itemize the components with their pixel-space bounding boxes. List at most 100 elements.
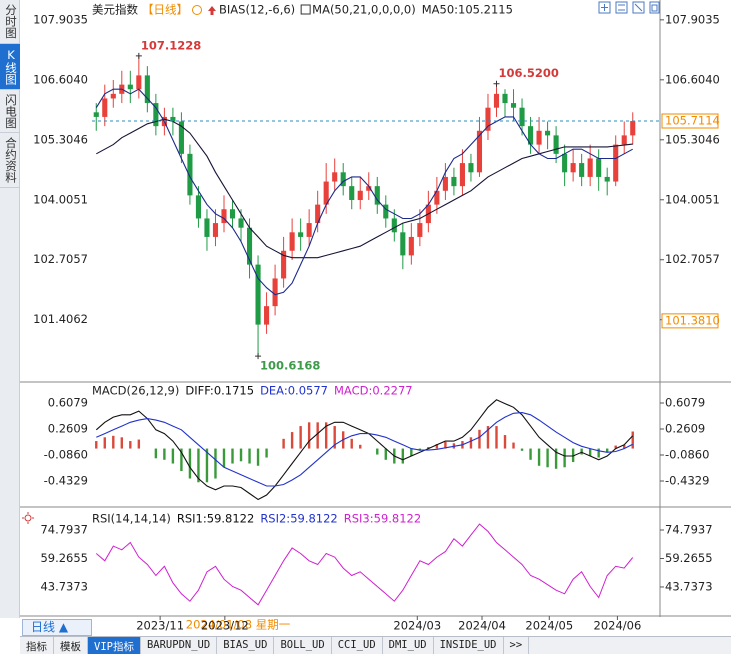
y-tick-label-left: 102.7057: [33, 252, 88, 266]
candle-body: [170, 116, 176, 122]
annotation-cross: [493, 80, 500, 87]
candle-body: [340, 172, 346, 187]
candle-body: [570, 163, 576, 173]
period-button[interactable]: 日线 ▲: [22, 619, 92, 636]
tab[interactable]: VIP指标: [88, 637, 141, 654]
legend-name: DIFF:: [185, 384, 213, 398]
candle-body: [579, 163, 585, 177]
y-tick-label-right: 0.6079: [665, 395, 705, 409]
side-tab[interactable]: K线图: [0, 43, 22, 90]
icon[interactable]: [649, 1, 660, 14]
tab[interactable]: CCI_UD: [332, 637, 383, 654]
title: 美元指数: [92, 3, 138, 17]
candle-body: [195, 195, 201, 219]
tab[interactable]: DMI_UD: [383, 637, 434, 654]
candle-body: [315, 204, 321, 224]
ma-value: 105.2115: [458, 3, 513, 17]
candle-body: [536, 130, 542, 145]
legend-name: RSI2:: [260, 512, 290, 526]
y-tick-label-left: 59.2655: [40, 551, 88, 565]
tab[interactable]: 模板: [54, 637, 88, 654]
legend-name: DEA:: [260, 384, 288, 398]
y-tick-label-left: 0.6079: [48, 395, 88, 409]
candle-body: [596, 158, 602, 177]
candle-body: [281, 250, 287, 279]
candle-body: [621, 135, 627, 145]
candle-body: [110, 93, 116, 99]
candle-body: [545, 130, 551, 136]
candle-body: [238, 218, 244, 228]
x-tick-label: 2024/05: [525, 619, 573, 633]
y-tick-label-right: 43.7373: [665, 579, 713, 593]
candle-body: [144, 75, 150, 104]
candle-body: [204, 218, 210, 237]
y-tick-label-right: 102.7057: [665, 252, 720, 266]
candle-body: [604, 176, 610, 182]
rsi-line: [95, 523, 634, 606]
y-tick-label-right: 59.2655: [665, 551, 713, 565]
y-tick-label-left: -0.4329: [44, 473, 88, 487]
candle-body: [553, 135, 559, 154]
macd-line: [95, 399, 634, 501]
macd-line: [96, 412, 633, 487]
candle-body: [383, 204, 389, 219]
candle-body: [357, 190, 363, 200]
indicator: BIAS(12,-6,6): [219, 3, 295, 17]
candle-body: [510, 103, 517, 108]
side-tab[interactable]: 闪电图: [0, 90, 22, 133]
side-tab[interactable]: 合约资料: [0, 133, 22, 188]
candle-body: [323, 181, 329, 205]
toolbar-icons: [598, 1, 660, 14]
rsi-icon: [22, 512, 34, 524]
icon[interactable]: [632, 1, 645, 14]
y-tick-label-right: -0.0860: [665, 447, 709, 461]
y-tick-label-right: 0.2609: [665, 421, 705, 435]
candle-body: [468, 163, 474, 173]
tab[interactable]: >>: [504, 637, 530, 654]
icon[interactable]: [615, 1, 628, 14]
legend-value: 59.8122: [207, 512, 255, 526]
icon[interactable]: [598, 1, 611, 14]
candle-body: [417, 223, 423, 237]
candle-body: [187, 153, 193, 196]
candle-body: [221, 209, 227, 224]
y-tick-label-right: 107.9035: [665, 12, 720, 26]
y-tick-label-left: 106.6040: [33, 72, 88, 86]
candle-body: [613, 144, 619, 182]
x-tick-label: 2024/03: [393, 619, 441, 633]
tab[interactable]: BOLL_UD: [274, 637, 332, 654]
candle-body: [400, 232, 406, 256]
x-tick-label: 2024/04: [458, 619, 506, 633]
tab[interactable]: BARUPDN_UD: [141, 637, 218, 654]
legend-title: RSI(14,14,14): [92, 512, 171, 526]
y-tick-label-right: -0.4329: [665, 473, 709, 487]
candle-body: [391, 218, 397, 233]
tab[interactable]: BIAS_UD: [217, 637, 275, 654]
candle-body: [562, 153, 568, 173]
candle-body: [272, 278, 278, 307]
side-tab[interactable]: 分时图: [0, 0, 22, 44]
candle-body: [451, 176, 457, 187]
candle-body: [502, 93, 508, 104]
y-tick-label-right: 104.0051: [665, 192, 720, 206]
y-tick-label-right: 74.7937: [665, 522, 713, 536]
tab[interactable]: 指标: [20, 637, 54, 654]
moving-average: [95, 88, 633, 296]
candle-body: [630, 121, 636, 136]
candle-body: [528, 126, 534, 145]
tab[interactable]: INSIDE_UD: [434, 637, 504, 654]
candle-body: [459, 163, 465, 187]
candle-body: [434, 190, 440, 205]
annotation: 100.6168: [260, 359, 320, 373]
y-tick-label-left: 74.7937: [40, 522, 88, 536]
legend-name: MACD:: [334, 384, 372, 398]
add-icon: [192, 5, 202, 15]
ma-legend: MA(50,21,0,0,0,0): [312, 3, 416, 17]
ma-name: MA50:: [422, 3, 458, 17]
y-tick-label-left: -0.0860: [44, 447, 88, 461]
candle-body: [442, 176, 448, 191]
candle-body: [229, 209, 236, 219]
ma-icon: [300, 4, 311, 15]
marker-label: 101.3810: [665, 313, 720, 327]
bottom-tabs: 指标 模板 VIP指标 BARUPDN_UD BIAS_UD BOLL_UD C…: [20, 636, 731, 654]
